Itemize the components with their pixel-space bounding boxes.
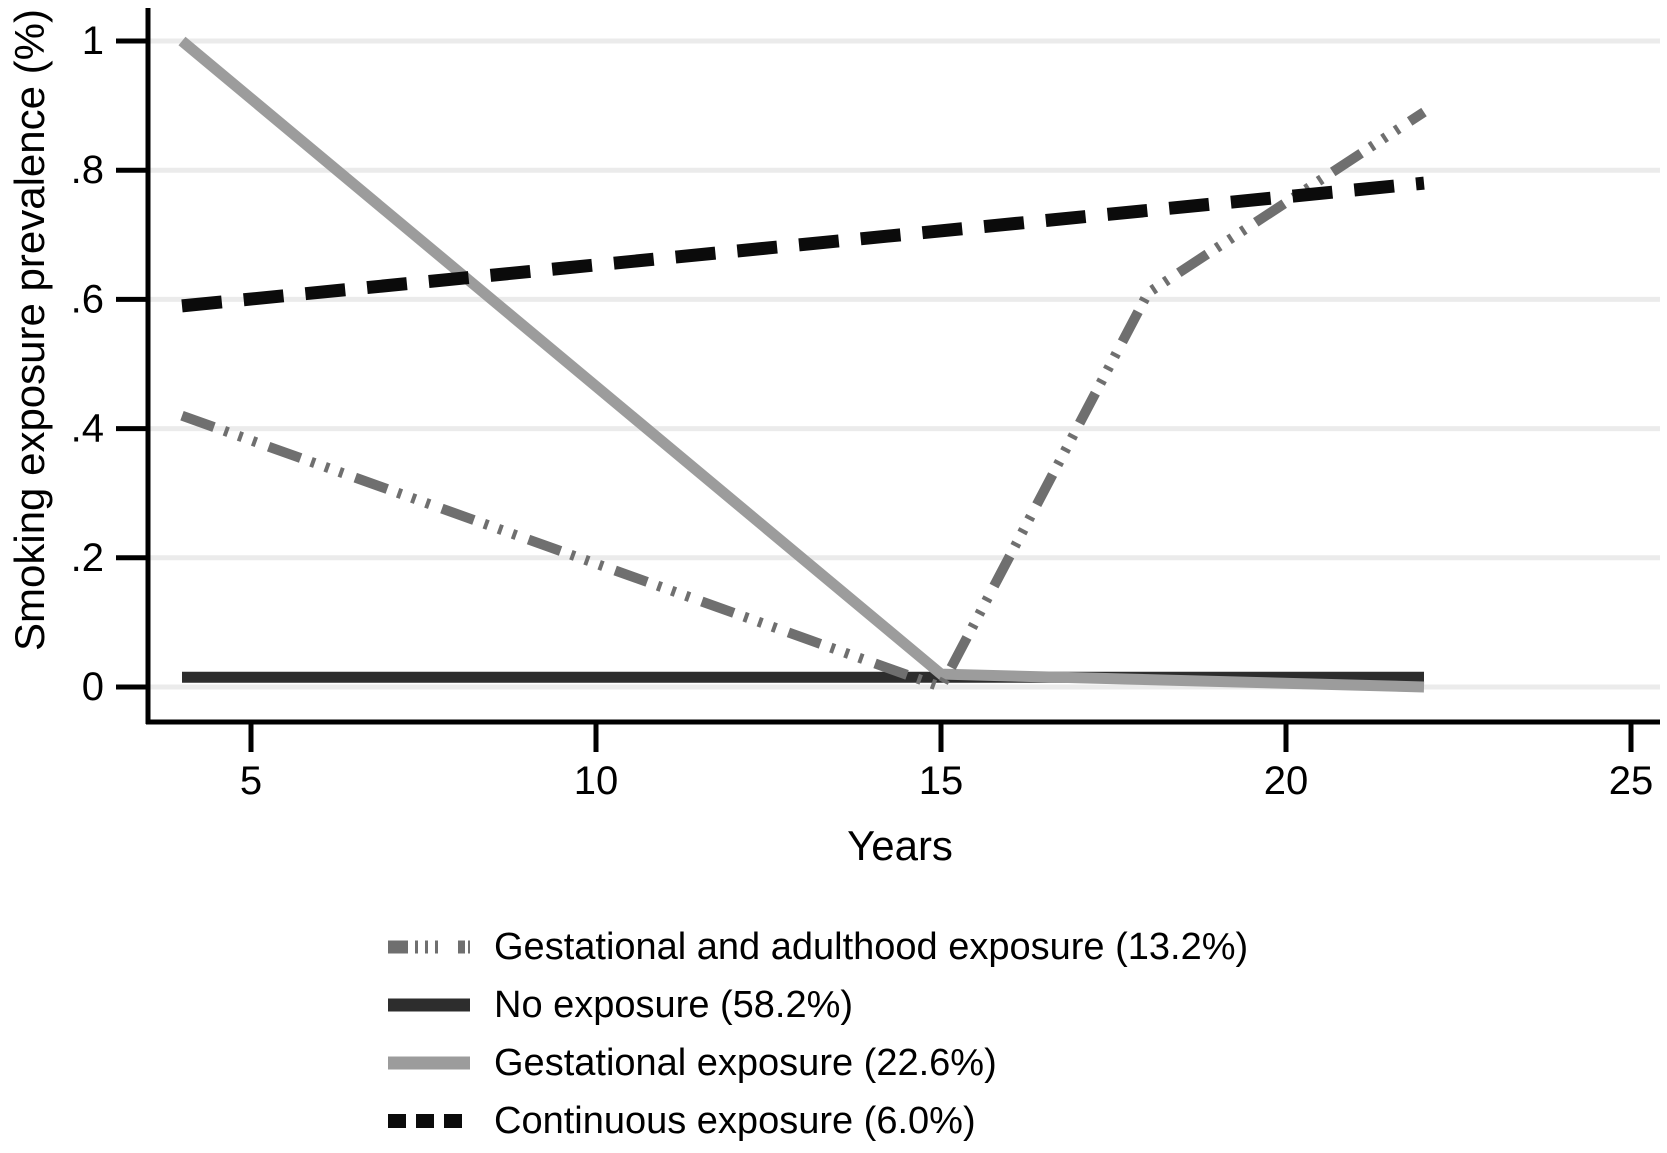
x-tick-label: 15: [919, 759, 964, 803]
legend-label: No exposure (58.2%): [494, 983, 854, 1026]
legend-item: Gestational exposure (22.6%): [388, 1034, 1248, 1092]
x-tick-label: 20: [1264, 759, 1309, 803]
y-tick-label: .2: [71, 536, 104, 580]
legend-item: Gestational and adulthood exposure (13.2…: [388, 918, 1248, 976]
y-tick-label: .6: [71, 277, 104, 321]
legend-swatch-dash-dot: [388, 940, 470, 954]
legend-label: Gestational exposure (22.6%): [494, 1041, 997, 1084]
x-tick-label: 5: [240, 759, 262, 803]
y-tick-label: 0: [82, 665, 104, 709]
legend-swatch-solid: [388, 1056, 470, 1070]
legend-swatch-solid: [388, 998, 470, 1012]
series-line: [180, 107, 1427, 694]
chart-legend: Gestational and adulthood exposure (13.2…: [388, 918, 1248, 1150]
legend-label: Gestational and adulthood exposure (13.2…: [494, 925, 1249, 968]
legend-swatch-dashed: [388, 1114, 470, 1128]
y-axis-title-text: Smoking exposure prevalence (%): [6, 9, 53, 651]
y-tick-label: 1: [82, 19, 104, 63]
y-tick-label: .8: [71, 148, 104, 192]
x-tick-label: 10: [574, 759, 619, 803]
y-tick-label: .4: [71, 407, 104, 451]
series-line: [178, 36, 1425, 693]
x-axis-title: Years: [847, 822, 953, 869]
legend-label: Continuous exposure (6.0%): [494, 1099, 976, 1142]
series-line: [181, 176, 1425, 313]
x-tick-label: 25: [1609, 759, 1654, 803]
legend-item: Continuous exposure (6.0%): [388, 1092, 1248, 1150]
legend-item: No exposure (58.2%): [388, 976, 1248, 1034]
